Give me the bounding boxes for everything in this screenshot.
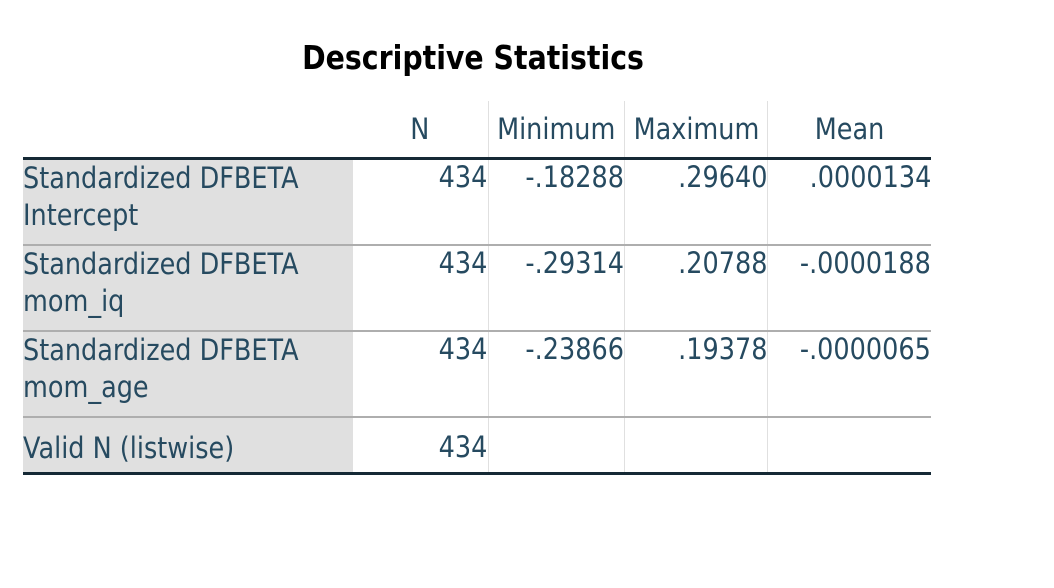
- table-title: Descriptive Statistics: [302, 38, 644, 77]
- row-label: Standardized DFBETA mom_iq: [23, 245, 353, 332]
- cell-n: 434: [353, 245, 488, 332]
- cell-maximum: .29640: [623, 158, 768, 246]
- table-row: Standardized DFBETA mom_age 434 -.23866 .…: [23, 331, 931, 418]
- header-row: N Minimum Maximum Mean: [23, 101, 931, 160]
- cell-n: 434: [353, 158, 488, 246]
- row-label: Standardized DFBETA mom_age: [23, 331, 353, 418]
- cell-maximum: .20788: [623, 245, 768, 332]
- table-row: Standardized DFBETA mom_iq 434 -.29314 .2…: [23, 245, 931, 332]
- column-header-n: N: [353, 101, 488, 160]
- cell-mean: -.0000188: [767, 245, 931, 332]
- column-header-mean: Mean: [767, 101, 931, 160]
- cell-maximum: [623, 417, 768, 475]
- table-row: Standardized DFBETA Intercept 434 -.18288…: [23, 158, 931, 246]
- column-header-minimum: Minimum: [487, 101, 624, 160]
- cell-mean: -.0000065: [767, 331, 931, 418]
- header-corner: [23, 101, 353, 160]
- cell-minimum: -.23866: [487, 331, 624, 418]
- cell-n: 434: [353, 331, 488, 418]
- descriptive-statistics-table: N Minimum Maximum Mean Standardized DFBE…: [23, 101, 931, 475]
- cell-minimum: [487, 417, 624, 475]
- cell-maximum: .19378: [623, 331, 768, 418]
- cell-mean: [767, 417, 931, 475]
- cell-n: 434: [353, 417, 488, 475]
- row-label: Standardized DFBETA Intercept: [23, 158, 353, 246]
- column-header-maximum: Maximum: [623, 101, 768, 160]
- cell-minimum: -.29314: [487, 245, 624, 332]
- cell-minimum: -.18288: [487, 158, 624, 246]
- cell-mean: .0000134: [767, 158, 931, 246]
- table-row-valid-n: Valid N (listwise) 434: [23, 417, 931, 475]
- row-label: Valid N (listwise): [23, 417, 353, 475]
